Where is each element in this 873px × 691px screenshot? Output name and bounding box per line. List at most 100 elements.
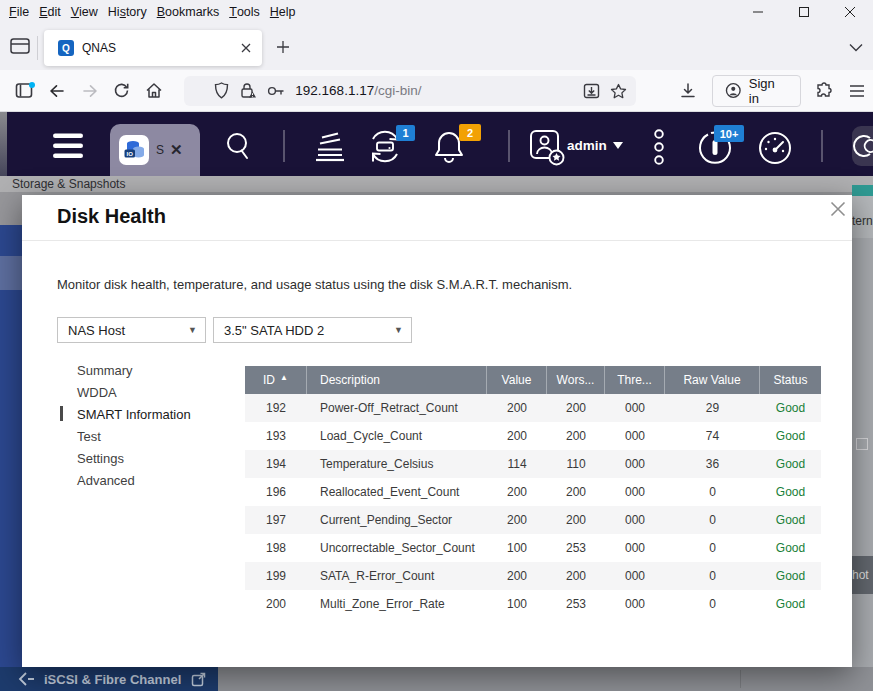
column-header-status[interactable]: Status	[760, 366, 821, 394]
column-header-value[interactable]: Value	[487, 366, 547, 394]
background-sidebar-segment	[0, 256, 22, 290]
menu-item-test[interactable]: Test	[77, 425, 237, 447]
menu-bookmarks[interactable]: Bookmarks	[152, 0, 225, 24]
column-header-raw-value[interactable]: Raw Value	[665, 366, 760, 394]
firefox-view-icon[interactable]	[9, 76, 41, 106]
url-text: 192.168.1.17/cgi-bin/	[295, 83, 578, 98]
dialog-divider	[22, 240, 852, 241]
myqnapcloud-icon[interactable]	[852, 126, 873, 166]
bookmark-star-icon[interactable]	[605, 76, 632, 106]
dashboard-icon[interactable]	[755, 128, 795, 168]
home-button[interactable]	[138, 76, 170, 106]
save-page-icon[interactable]	[578, 76, 605, 106]
table-row[interactable]: 194Temperature_Celsius11411000036Good	[245, 450, 821, 478]
signin-button[interactable]: Sign in	[712, 75, 800, 107]
reload-button[interactable]	[106, 76, 138, 106]
table-row[interactable]: 192Power-Off_Retract_Count20020000029Goo…	[245, 394, 821, 422]
menu-item-wdda[interactable]: WDDA	[77, 381, 237, 403]
list-all-tabs-icon[interactable]	[845, 36, 867, 58]
dialog-close-icon[interactable]	[828, 199, 848, 219]
background-window-title: Storage & Snapshots	[12, 177, 125, 191]
app-tab-label: S	[156, 143, 164, 157]
dialog-menu: Summary WDDA SMART Information Test Sett…	[77, 359, 237, 491]
background-fragment	[856, 438, 868, 450]
qnas-favicon: Q	[58, 40, 74, 56]
forward-button[interactable]	[74, 76, 106, 106]
menu-history[interactable]: History	[103, 0, 152, 24]
background-fragment	[852, 238, 873, 556]
collapse-icon	[18, 672, 36, 686]
smart-table: ID▲ Description Value Wors... Thre... Ra…	[245, 366, 821, 618]
back-button[interactable]	[41, 76, 73, 106]
key-icon[interactable]	[262, 76, 289, 106]
more-options-icon[interactable]	[652, 128, 666, 166]
shield-icon[interactable]	[208, 76, 235, 106]
window-controls	[735, 0, 873, 24]
close-window-button[interactable]	[827, 0, 873, 24]
disk-select[interactable]: 3.5" SATA HDD 2▼	[213, 317, 412, 343]
table-row[interactable]: 200Multi_Zone_Error_Rate1002530000Good	[245, 590, 821, 618]
external-link-icon	[191, 672, 206, 687]
table-row[interactable]: 196Reallocated_Event_Count2002000000Good	[245, 478, 821, 506]
iscsi-fibre-channel-bar[interactable]: iSCSI & Fibre Channel	[0, 667, 218, 691]
sort-ascending-icon: ▲	[280, 373, 288, 382]
table-row[interactable]: 197Current_Pending_Sector2002000000Good	[245, 506, 821, 534]
notifications-badge: 2	[459, 124, 481, 141]
main-menu-icon[interactable]	[52, 133, 84, 159]
background-sidebar-segment	[0, 290, 22, 667]
user-profile-icon[interactable]	[528, 127, 566, 167]
menu-help[interactable]: Help	[265, 0, 301, 24]
downloads-icon[interactable]	[672, 76, 704, 106]
column-header-description[interactable]: Description	[307, 366, 487, 394]
background-fragment	[852, 594, 873, 667]
bottom-bar-divider	[740, 670, 741, 688]
menu-edit[interactable]: Edit	[34, 0, 66, 24]
address-bar[interactable]: 192.168.1.17/cgi-bin/	[184, 76, 636, 106]
menu-item-summary[interactable]: Summary	[77, 359, 237, 381]
chevron-down-icon	[613, 142, 623, 149]
background-fragment-text: tern	[852, 196, 873, 238]
table-row[interactable]: 193Load_Cycle_Count20020000074Good	[245, 422, 821, 450]
background-fragment-button: hot	[852, 556, 873, 594]
column-header-threshold[interactable]: Thre...	[605, 366, 665, 394]
tab-close-icon[interactable]	[240, 42, 252, 54]
host-select[interactable]: NAS Host▼	[57, 317, 206, 343]
app-tab-close-icon[interactable]: ✕	[170, 141, 183, 159]
background-tasks-icon[interactable]	[311, 131, 348, 162]
tab-separator	[37, 36, 38, 60]
menu-item-smart-information[interactable]: SMART Information	[77, 403, 237, 425]
lock-warning-icon[interactable]	[235, 76, 262, 106]
app-menu-icon[interactable]	[841, 76, 873, 106]
browser-tab-qnas[interactable]: Q QNAS	[44, 30, 262, 66]
account-icon	[725, 82, 742, 99]
extensions-icon[interactable]	[809, 76, 841, 106]
menu-file[interactable]: File	[4, 0, 34, 24]
global-search-icon[interactable]	[222, 130, 254, 162]
dialog-description: Monitor disk health, temperature, and us…	[57, 277, 572, 292]
chevron-down-icon: ▼	[188, 325, 197, 335]
dialog-title: Disk Health	[57, 205, 166, 228]
tab-manager-icon[interactable]	[10, 37, 30, 59]
menu-view[interactable]: View	[66, 0, 103, 24]
browser-tabbar: Q QNAS	[0, 24, 873, 70]
new-tab-button[interactable]	[272, 36, 294, 58]
header-divider	[821, 130, 823, 162]
menu-tools[interactable]: Tools	[224, 0, 265, 24]
menu-item-settings[interactable]: Settings	[77, 447, 237, 469]
screen: File Edit View History Bookmarks Tools H…	[0, 0, 873, 691]
column-header-id[interactable]: ID▲	[245, 366, 307, 394]
minimize-button[interactable]	[735, 0, 781, 24]
table-row[interactable]: 198Uncorrectable_Sector_Count1002530000G…	[245, 534, 821, 562]
app-tab-storage[interactable]: IO S ✕	[110, 124, 200, 176]
svg-text:IO: IO	[127, 151, 134, 157]
background-fragment	[852, 185, 873, 196]
header-divider	[283, 130, 285, 162]
tab-title: QNAS	[82, 41, 240, 55]
admin-user-menu[interactable]: admin	[567, 138, 623, 153]
header-divider	[508, 130, 510, 162]
background-window-titlebar: Storage & Snapshots	[0, 176, 873, 192]
column-header-worst[interactable]: Wors...	[547, 366, 605, 394]
table-row[interactable]: 199SATA_R-Error_Count2002000000Good	[245, 562, 821, 590]
menu-item-advanced[interactable]: Advanced	[77, 469, 237, 491]
maximize-button[interactable]	[781, 0, 827, 24]
